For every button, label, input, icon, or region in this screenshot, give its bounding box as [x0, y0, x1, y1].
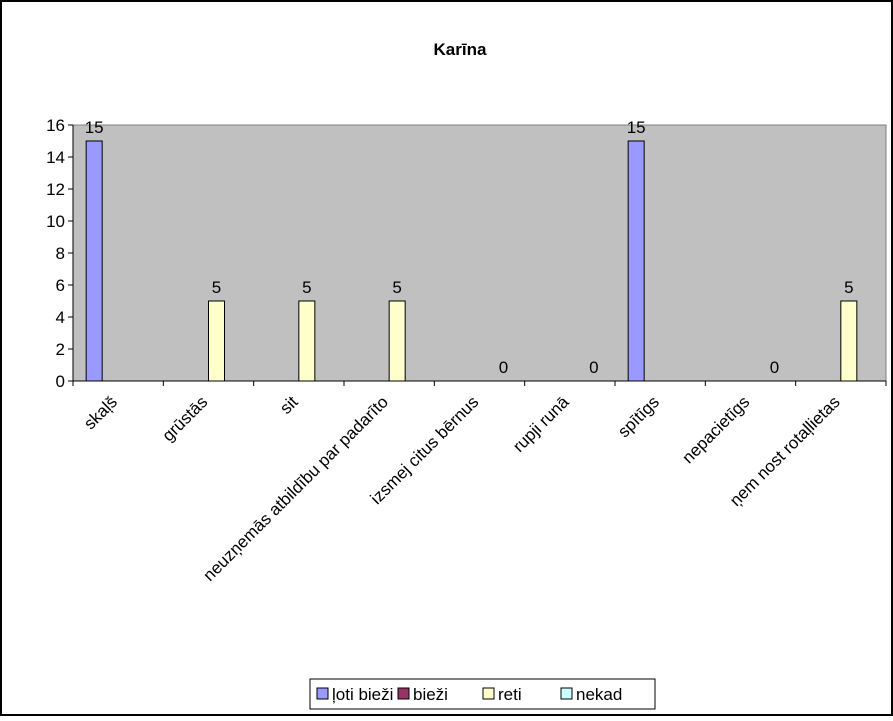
legend-label: reti — [498, 685, 522, 704]
data-label: 0 — [499, 358, 508, 377]
bar — [840, 300, 858, 382]
data-label: 5 — [212, 278, 221, 297]
data-label: 5 — [392, 278, 401, 297]
legend-label: ļoti bieži — [332, 685, 393, 704]
bar — [298, 300, 316, 382]
data-label: 15 — [627, 118, 646, 137]
chart-title: Karīna — [434, 40, 487, 59]
y-tick-label: 16 — [46, 116, 65, 135]
bar — [208, 300, 225, 382]
data-label: 0 — [589, 358, 598, 377]
y-tick-label: 4 — [56, 308, 65, 327]
bar — [627, 140, 645, 382]
y-tick-label: 2 — [56, 340, 65, 359]
y-tick-label: 8 — [56, 244, 65, 263]
y-tick-label: 12 — [46, 180, 65, 199]
y-axis: 0 2 4 6 8 10 12 14 16 — [46, 116, 74, 391]
data-label: 0 — [770, 358, 779, 377]
legend-swatch — [316, 687, 329, 700]
plot-area — [72, 124, 887, 382]
legend-swatch — [560, 687, 573, 700]
legend-label: bieži — [413, 685, 448, 704]
y-tick-label: 10 — [46, 212, 65, 231]
y-tick-label: 0 — [56, 372, 65, 391]
bar — [85, 140, 103, 382]
data-label: 5 — [302, 278, 311, 297]
y-tick-label: 6 — [56, 276, 65, 295]
data-label: 5 — [844, 278, 853, 297]
legend: ļoti bieži bieži reti nekad — [309, 678, 656, 710]
legend-swatch — [397, 687, 410, 700]
legend-label: nekad — [576, 685, 622, 704]
bar — [388, 300, 406, 382]
y-tick-label: 14 — [46, 148, 65, 167]
bars: 15 15 5 5 5 5 0 0 0 — [85, 118, 858, 382]
legend-swatch — [482, 687, 495, 700]
data-label: 15 — [85, 118, 104, 137]
